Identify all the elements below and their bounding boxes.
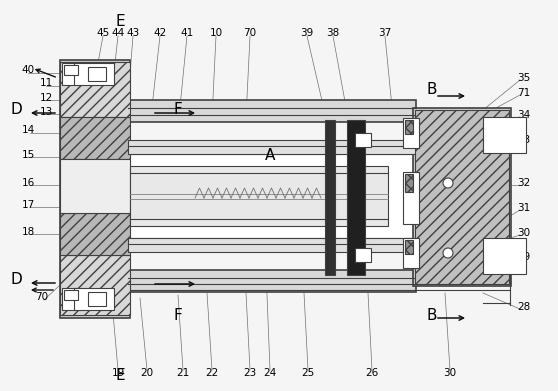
Text: 37: 37 (378, 28, 392, 38)
Text: D: D (10, 102, 22, 118)
Text: 28: 28 (517, 302, 531, 312)
Bar (62, 288, 82, 310)
Bar (62, 63, 82, 85)
Text: 42: 42 (153, 28, 167, 38)
Text: 44: 44 (112, 28, 124, 38)
Bar (405, 174, 413, 192)
Text: 13: 13 (40, 107, 52, 117)
Bar (128, 100, 416, 122)
Bar (403, 118, 419, 148)
Bar (483, 117, 526, 153)
Text: 31: 31 (517, 203, 531, 213)
Bar (403, 172, 419, 224)
Bar (355, 248, 371, 262)
Text: 22: 22 (205, 368, 219, 378)
Text: 30: 30 (517, 228, 531, 238)
Bar (60, 159, 130, 213)
Text: 11: 11 (40, 78, 52, 88)
Text: 14: 14 (21, 125, 35, 135)
Text: 16: 16 (21, 178, 35, 188)
Bar (60, 60, 130, 318)
Text: 39: 39 (300, 28, 314, 38)
Circle shape (443, 178, 453, 188)
Bar (60, 117, 130, 159)
Text: B: B (427, 83, 437, 97)
Text: E: E (115, 14, 125, 29)
Text: 34: 34 (517, 110, 531, 120)
Bar (355, 133, 371, 147)
Text: 70: 70 (36, 292, 49, 302)
Text: 17: 17 (21, 200, 35, 210)
Text: 25: 25 (301, 368, 315, 378)
Bar (60, 213, 130, 255)
Text: 18: 18 (21, 227, 35, 237)
Bar (64, 290, 78, 300)
Text: 70: 70 (243, 28, 257, 38)
Bar (74, 288, 114, 310)
Text: F: F (174, 307, 182, 323)
Text: 23: 23 (243, 368, 257, 378)
Bar (88, 67, 106, 81)
Bar (405, 240, 413, 254)
Bar (325, 120, 335, 275)
Text: 40: 40 (21, 65, 35, 75)
Bar (403, 238, 419, 268)
Text: D: D (10, 273, 22, 287)
Bar (128, 270, 416, 292)
Bar (88, 292, 106, 306)
Bar (128, 154, 416, 238)
Text: 20: 20 (141, 368, 153, 378)
Text: B: B (427, 307, 437, 323)
Text: 21: 21 (176, 368, 190, 378)
Text: F: F (174, 102, 182, 118)
Bar (413, 108, 511, 286)
Text: 10: 10 (209, 28, 223, 38)
Text: 15: 15 (21, 150, 35, 160)
Text: A: A (265, 147, 275, 163)
Bar (74, 63, 114, 85)
Bar (405, 120, 413, 134)
Bar (483, 238, 526, 274)
Text: 24: 24 (263, 368, 277, 378)
Text: 71: 71 (517, 88, 531, 98)
Text: 35: 35 (517, 73, 531, 83)
Text: 32: 32 (517, 178, 531, 188)
Text: 19: 19 (112, 368, 124, 378)
Text: 12: 12 (40, 93, 52, 103)
Bar (128, 140, 416, 154)
Text: 26: 26 (365, 368, 379, 378)
Bar (130, 166, 388, 226)
Bar (64, 65, 78, 75)
Text: 43: 43 (126, 28, 140, 38)
Text: 29: 29 (517, 252, 531, 262)
Bar (347, 120, 365, 275)
Text: 30: 30 (444, 368, 456, 378)
Text: 33: 33 (517, 135, 531, 145)
Circle shape (443, 248, 453, 258)
Bar (60, 62, 130, 117)
Text: 41: 41 (180, 28, 194, 38)
Bar (60, 255, 130, 315)
Text: 45: 45 (97, 28, 109, 38)
Bar (128, 238, 416, 252)
Text: 38: 38 (326, 28, 340, 38)
Text: E: E (115, 368, 125, 382)
Bar (415, 110, 509, 284)
